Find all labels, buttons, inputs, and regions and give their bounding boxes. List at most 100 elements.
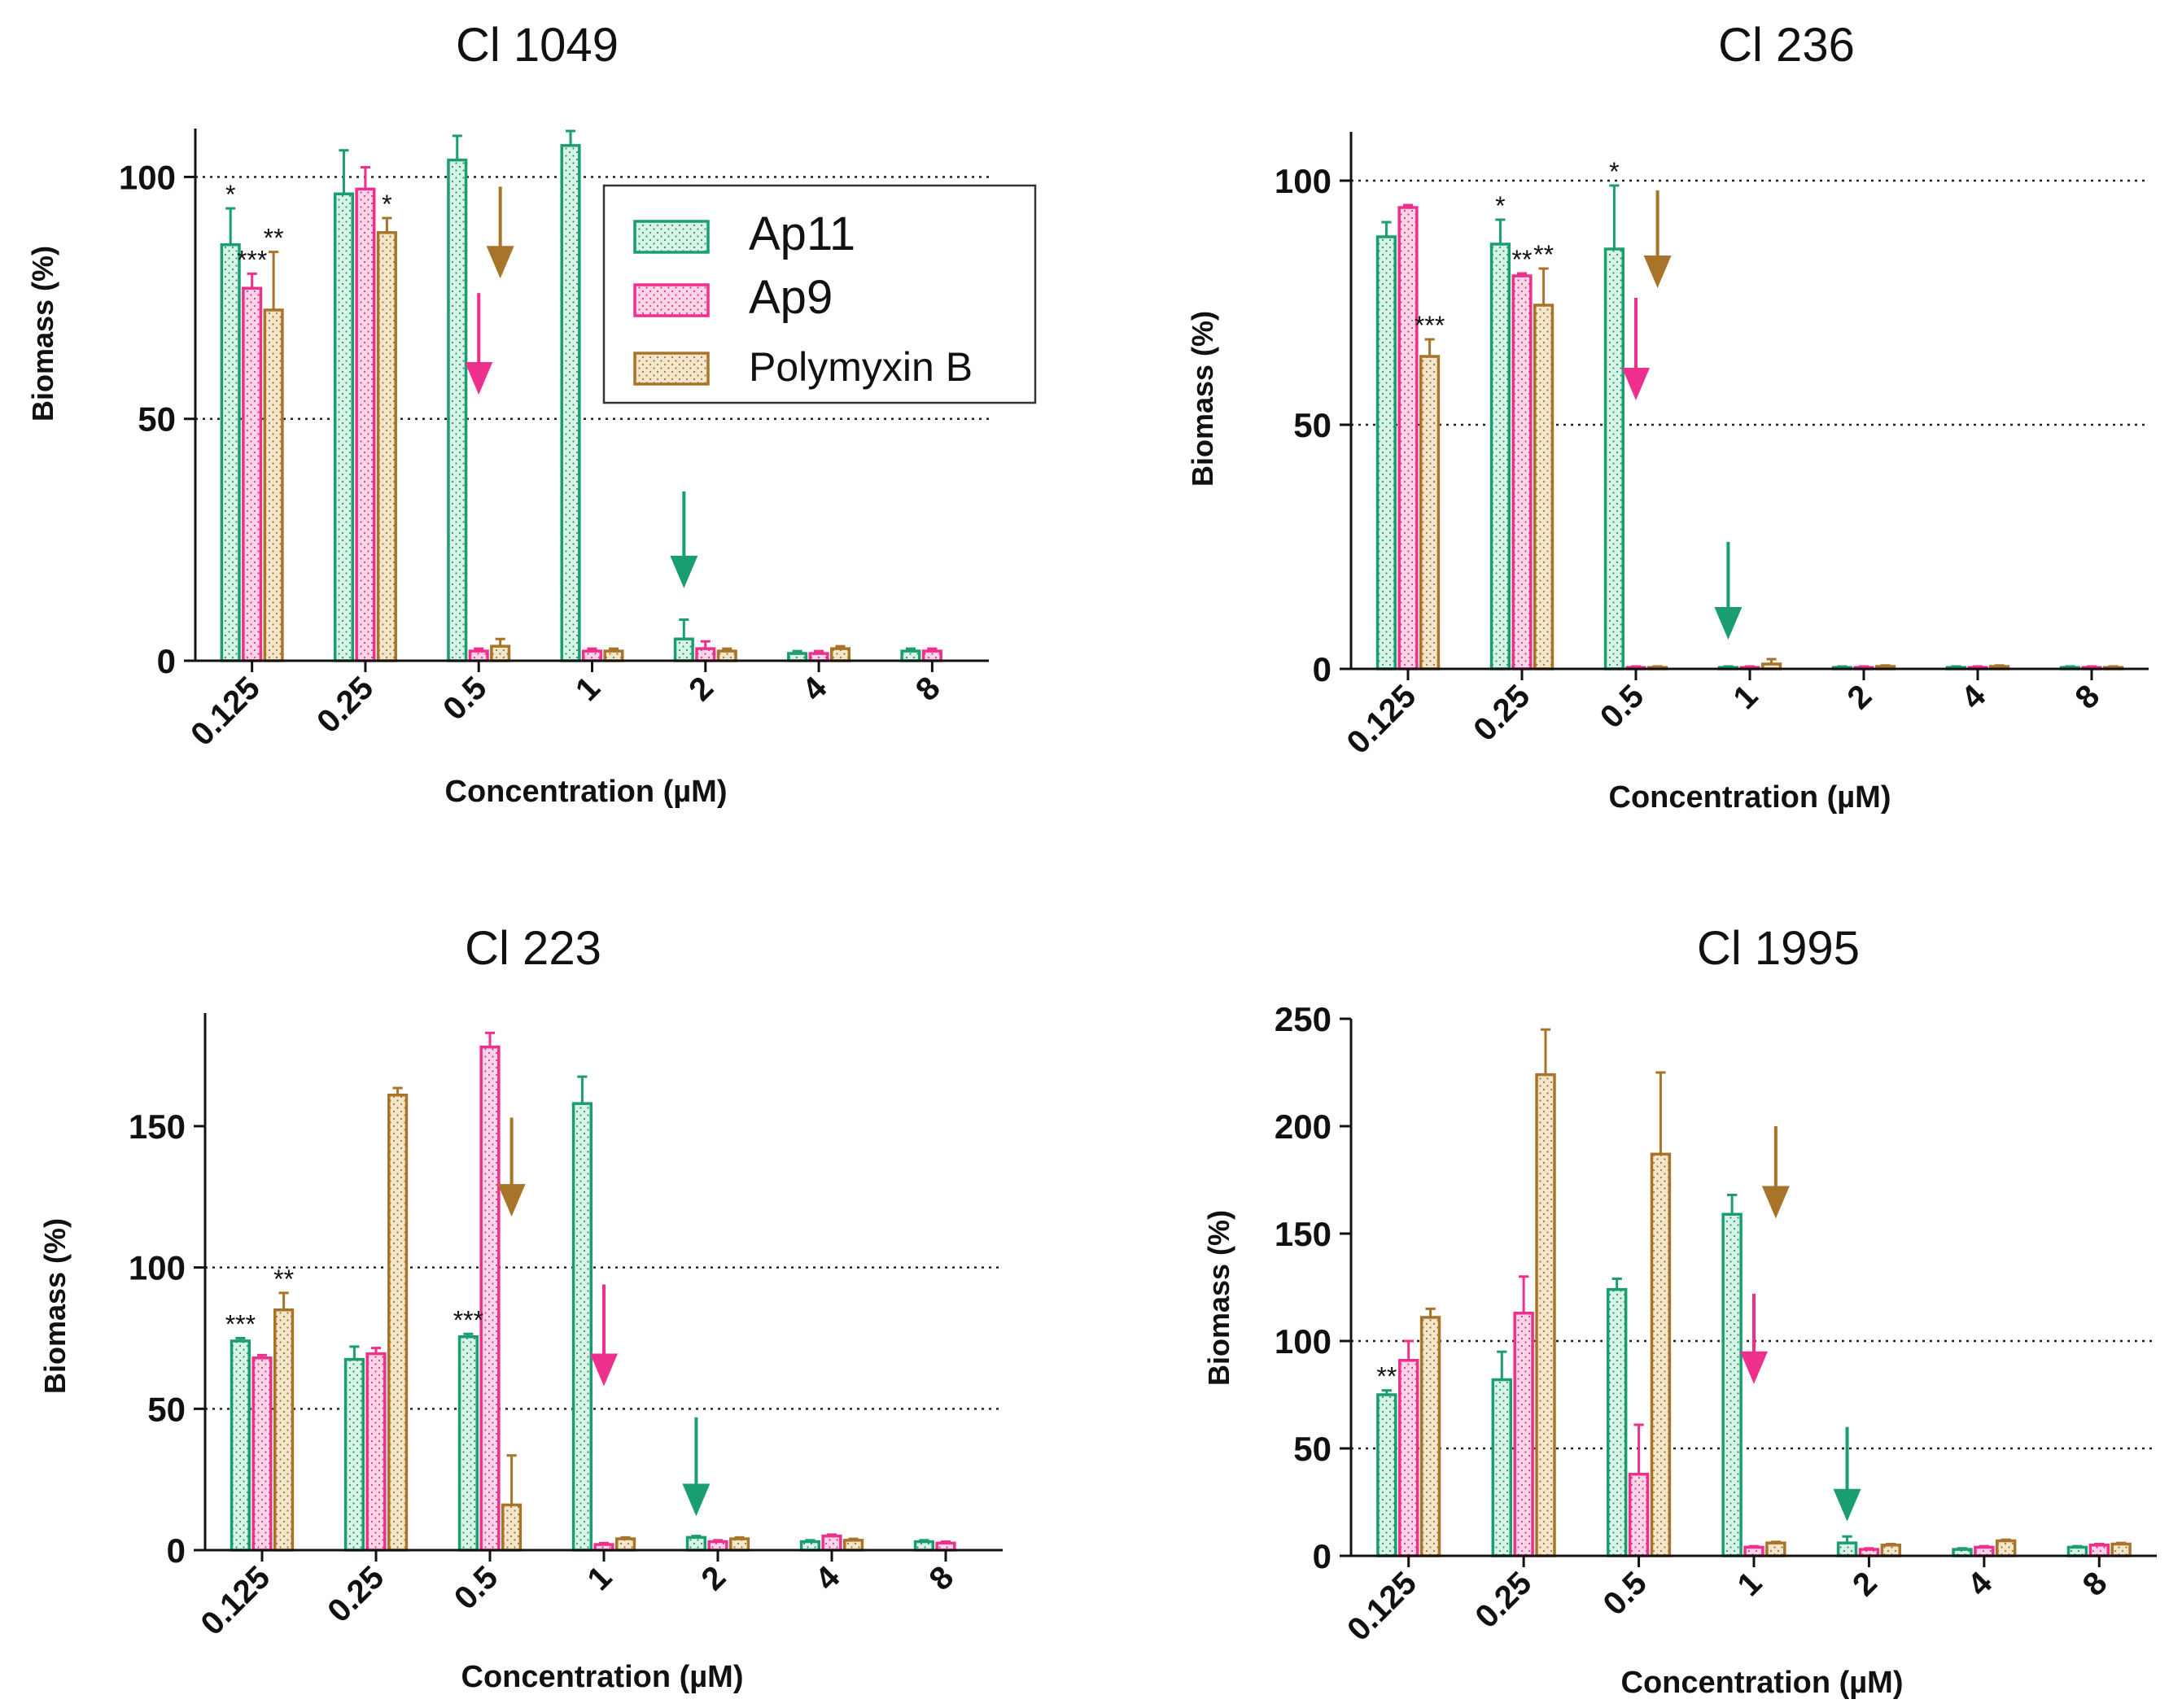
x-tick-label: 0.125 (1340, 1565, 1423, 1648)
panel-cl-1049: Cl 1049 Biomass (%) Concentration (µM) *… (26, 19, 1037, 809)
y-tick-label: 0 (1313, 1537, 1332, 1575)
x-tick-label: 0.5 (1594, 678, 1651, 735)
bar-polymyxin (263, 308, 284, 662)
panel-cl-223: Cl 223 Biomass (%) Concentration (µM) **… (38, 922, 1003, 1694)
bar-ap11 (1491, 1378, 1512, 1557)
x-tick-label: 0.5 (436, 670, 493, 727)
y-tick-label: 0 (167, 1531, 186, 1570)
significance-label: * (1495, 191, 1505, 221)
legend: Ap11 Ap9 Polymyxin B (602, 184, 1037, 404)
x-axis-label: Concentration (µM) (461, 1660, 744, 1694)
x-tick-label: 8 (2069, 678, 2107, 716)
significance-label: ** (1533, 240, 1554, 269)
arrow-head-ap11 (670, 555, 698, 588)
x-tick-label: 8 (909, 670, 947, 708)
significance-label: ** (273, 1265, 294, 1294)
bar-ap11 (457, 1335, 479, 1552)
x-tick-label: 0.125 (194, 1559, 277, 1642)
y-tick-label: 50 (147, 1390, 186, 1428)
bar-ap11 (230, 1339, 251, 1552)
bar-ap9 (821, 1534, 842, 1552)
bar-ap11 (913, 1540, 935, 1552)
legend-label-ap11: Ap11 (749, 207, 855, 260)
bar-ap11 (571, 1102, 593, 1552)
x-tick-label: 1 (569, 670, 607, 708)
x-tick-label: 4 (1955, 678, 1993, 716)
x-tick-label: 0.25 (1467, 678, 1537, 748)
significance-label: *** (225, 1309, 256, 1339)
chart-title: Cl 1995 (1697, 922, 1860, 975)
x-tick-label: 0.5 (1597, 1565, 1654, 1622)
bar-ap11 (799, 1540, 820, 1552)
bar-ap9 (1511, 274, 1533, 671)
y-axis-label: Biomass (%) (1202, 1210, 1235, 1386)
x-tick-label: 0.125 (1340, 678, 1423, 761)
bar-ap9 (1397, 206, 1419, 671)
significance-label: *** (1415, 311, 1445, 340)
bar-ap11 (560, 144, 581, 662)
bar-ap9 (581, 649, 603, 662)
significance-label: ** (1512, 245, 1533, 274)
bar-ap9 (468, 649, 489, 662)
bar-ap9 (2088, 1544, 2110, 1557)
x-tick-label: 4 (1961, 1565, 1999, 1603)
bar-polymyxin (1650, 1152, 1672, 1557)
arrow-head-ap11 (1714, 607, 1743, 640)
significance-label: ** (1376, 1362, 1397, 1391)
arrow-head-polymyxin (486, 246, 514, 279)
significance-label: * (1609, 157, 1619, 186)
bar-ap11 (333, 192, 355, 662)
bar-polymyxin (716, 649, 737, 662)
x-tick-label: 0.5 (448, 1559, 505, 1616)
x-tick-label: 2 (682, 670, 720, 708)
significance-label: * (225, 180, 235, 209)
x-tick-label: 0.25 (1468, 1565, 1538, 1635)
y-axis-label: Biomass (%) (38, 1218, 72, 1394)
significance-label: *** (237, 245, 267, 274)
bar-ap9 (1974, 1545, 1995, 1557)
bar-ap11 (1721, 1212, 1743, 1557)
bar-ap9 (1513, 1311, 1534, 1557)
legend-label-polymyxin: Polymyxin B (749, 344, 973, 390)
bar-polymyxin (490, 644, 511, 662)
y-axis-label: Biomass (%) (26, 246, 59, 422)
x-tick-label: 0.25 (310, 670, 380, 740)
bar-polymyxin (1765, 1541, 1786, 1557)
x-axis-label: Concentration (µM) (445, 775, 728, 809)
bar-polymyxin (729, 1537, 750, 1552)
arrow-head-polymyxin (497, 1184, 526, 1217)
bar-ap11 (1489, 242, 1511, 671)
chart-title: Cl 1049 (456, 19, 619, 72)
significance-label: *** (453, 1305, 483, 1335)
x-tick-label: 1 (1727, 678, 1765, 716)
arrow-head-ap9 (1622, 368, 1650, 400)
arrow-head-ap9 (590, 1353, 618, 1387)
legend-label-ap9: Ap9 (749, 271, 833, 324)
y-tick-label: 0 (1313, 650, 1332, 688)
x-axis-label: Concentration (µM) (1621, 1666, 1904, 1700)
y-tick-label: 150 (129, 1107, 186, 1146)
x-tick-label: 2 (695, 1559, 733, 1597)
legend-swatch-ap11 (633, 220, 710, 254)
legend-swatch-ap9 (633, 283, 710, 317)
bar-polymyxin (1880, 1544, 1902, 1557)
bar-polymyxin (1996, 1539, 2017, 1557)
arrow-head-polymyxin (1643, 256, 1672, 288)
bar-ap11 (1603, 247, 1625, 671)
bar-ap9 (251, 1356, 273, 1552)
chart-title: Cl 236 (1718, 19, 1855, 72)
significance-label: ** (264, 224, 284, 253)
bar-polymyxin (1419, 1316, 1441, 1557)
bar-ap9 (479, 1045, 501, 1552)
panel-cl-1995: Cl 1995 Biomass (%) Concentration (µM) *… (1202, 922, 2157, 1700)
x-axis-label: Concentration (µM) (1609, 780, 1891, 815)
bar-polymyxin (1419, 355, 1441, 671)
legend-swatch-polymyxin (633, 352, 710, 386)
y-axis-label: Biomass (%) (1186, 311, 1219, 487)
chart-title: Cl 223 (465, 922, 601, 975)
bar-ap9 (695, 647, 716, 662)
y-tick-label: 150 (1275, 1215, 1332, 1253)
